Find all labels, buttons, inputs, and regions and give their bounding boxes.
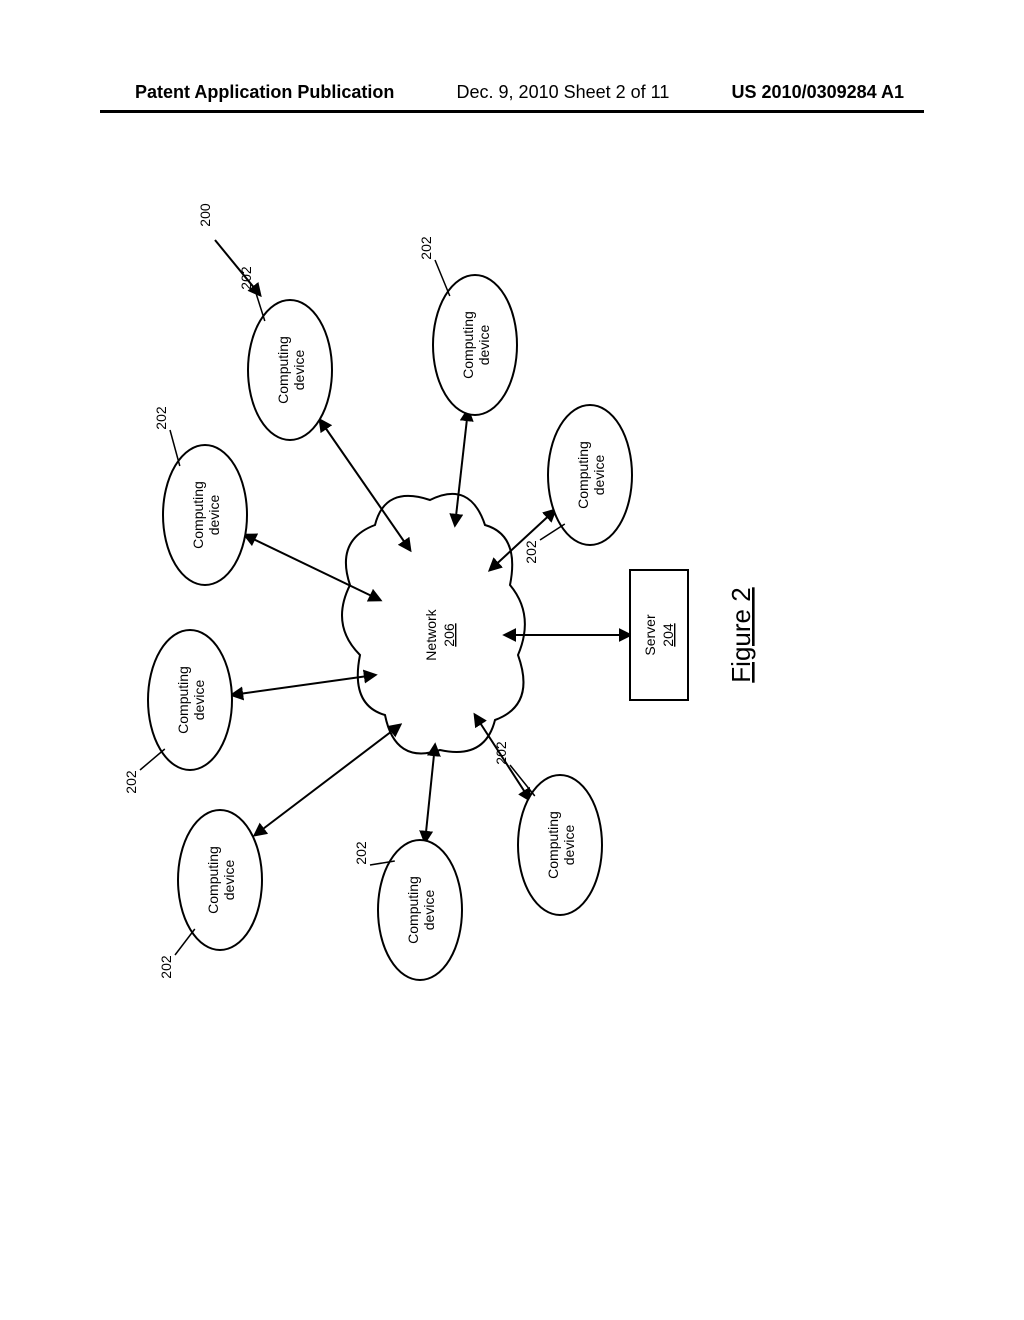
device-label1-2: Computing (190, 481, 206, 549)
network-label: Network (423, 608, 439, 660)
device-ref-leader-6 (510, 765, 535, 796)
device-ref-leader-0 (175, 929, 195, 955)
page-header: Patent Application Publication Dec. 9, 2… (0, 82, 1024, 103)
device-ref-leader-5 (540, 524, 565, 540)
device-ref-7: 202 (353, 841, 369, 865)
header-right: US 2010/0309284 A1 (732, 82, 904, 103)
device-label2-7: device (421, 890, 437, 931)
header-mid: Dec. 9, 2010 Sheet 2 of 11 (457, 82, 670, 103)
device-ref-5: 202 (523, 540, 539, 564)
device-label2-0: device (221, 860, 237, 901)
server-box (630, 570, 688, 700)
header-left: Patent Application Publication (135, 82, 394, 103)
link-device-0 (255, 725, 400, 835)
device-ref-leader-4 (435, 260, 450, 296)
device-ref-leader-1 (140, 749, 165, 770)
device-ref-leader-2 (170, 430, 180, 466)
device-ref-6: 202 (493, 741, 509, 765)
device-ref-0: 202 (158, 955, 174, 979)
device-label2-2: device (206, 495, 222, 536)
device-label1-5: Computing (575, 441, 591, 509)
device-label1-4: Computing (460, 311, 476, 379)
device-label1-3: Computing (275, 336, 291, 404)
device-label2-5: device (591, 455, 607, 496)
header-rule (100, 110, 924, 113)
device-ref-2: 202 (153, 406, 169, 430)
figure-title: Figure 2 (726, 587, 756, 682)
device-label1-0: Computing (205, 846, 221, 914)
device-label2-4: device (476, 325, 492, 366)
figure-2-diagram: Network206Computingdevice202Computingdev… (70, 280, 940, 1070)
link-device-7 (425, 745, 435, 842)
device-ref-4: 202 (418, 236, 434, 260)
server-ref: 204 (660, 623, 676, 647)
device-label1-6: Computing (545, 811, 561, 879)
device-label1-7: Computing (405, 876, 421, 944)
server-label: Server (642, 614, 658, 656)
device-ref-1: 202 (123, 770, 139, 794)
device-label2-3: device (291, 350, 307, 391)
link-device-1 (232, 675, 375, 695)
system-ref-label: 200 (197, 203, 213, 227)
network-ref: 206 (441, 623, 457, 647)
device-label1-1: Computing (175, 666, 191, 734)
device-label2-1: device (191, 680, 207, 721)
device-label2-6: device (561, 825, 577, 866)
